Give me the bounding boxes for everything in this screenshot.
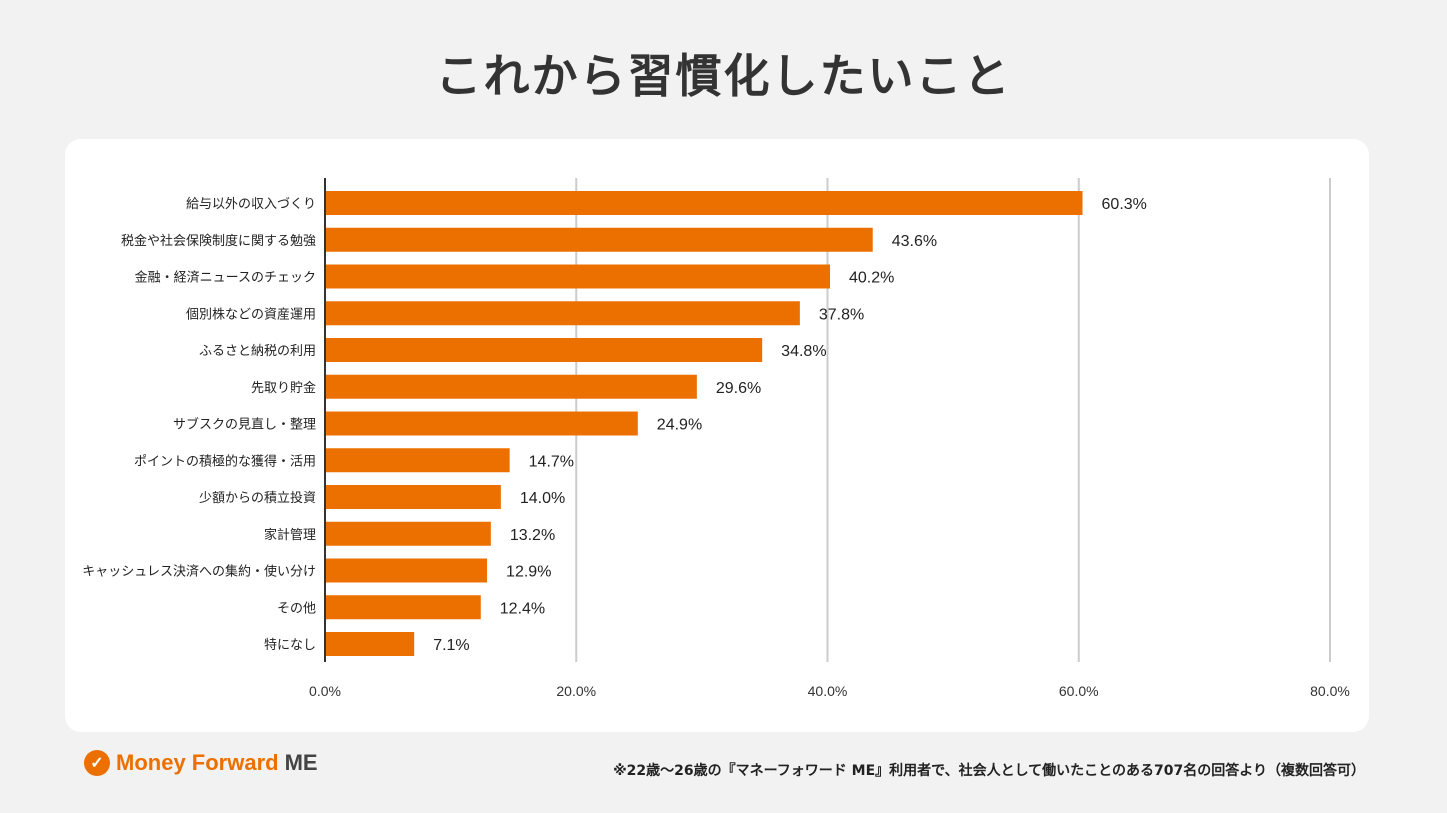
data-label: 13.2% (510, 527, 555, 544)
data-label: 34.8% (781, 343, 826, 360)
brand-logo: ✓ Money Forward ME (84, 750, 318, 776)
category-label: 給与以外の収入づくり (186, 197, 316, 212)
bar (325, 485, 501, 509)
category-label: 家計管理 (264, 527, 316, 543)
bar (325, 338, 763, 362)
category-label: ふるさと納税の利用 (199, 344, 316, 359)
logo-text: Money Forward (116, 750, 279, 775)
x-tick-label: 60.0% (1059, 683, 1099, 699)
data-label: 40.2% (849, 270, 894, 287)
money-forward-logo-icon: ✓ (84, 750, 110, 776)
bar (325, 521, 491, 546)
bar (325, 448, 510, 473)
data-label: 37.8% (819, 306, 864, 323)
data-label: 24.9% (657, 417, 702, 434)
bar (325, 301, 800, 326)
category-label: その他 (277, 601, 316, 616)
survey-note: ※22歳〜26歳の『マネーフォワード ME』利用者で、社会人として働いたことのあ… (613, 763, 1365, 779)
bar (325, 558, 488, 583)
category-label: ポイントの積極的な獲得・活用 (134, 453, 316, 469)
bar (325, 595, 481, 620)
category-label: 少額からの積立投資 (199, 490, 316, 506)
category-label: 先取り貯金 (251, 380, 316, 396)
page-title: これから習慣化したいこと (435, 49, 1012, 103)
bar (325, 411, 638, 436)
category-label: 個別株などの資産運用 (186, 306, 316, 322)
x-tick-label: 0.0% (309, 683, 341, 699)
category-label: サブスクの見直し・整理 (173, 417, 316, 433)
data-label: 7.1% (433, 637, 469, 654)
x-tick-label: 40.0% (808, 683, 848, 699)
data-label: 43.6% (892, 233, 937, 250)
bar (325, 227, 873, 252)
category-label: 特になし (264, 638, 316, 653)
bar (325, 374, 697, 399)
bar (325, 191, 1083, 215)
data-label: 29.6% (716, 380, 761, 397)
data-label: 12.4% (500, 600, 545, 617)
category-label: キャッシュレス決済への集約・使い分け (82, 564, 316, 580)
x-tick-label: 80.0% (1310, 683, 1350, 699)
x-tick-label: 20.0% (556, 683, 596, 699)
bar (325, 264, 831, 289)
category-label: 金融・経済ニュースのチェック (135, 270, 316, 286)
logo-suffix: ME (284, 750, 318, 775)
bar (325, 632, 415, 656)
data-label: 14.7% (529, 453, 574, 470)
data-label: 60.3% (1102, 196, 1147, 213)
data-label: 14.0% (520, 490, 565, 507)
data-label: 12.9% (506, 564, 551, 581)
category-label: 税金や社会保険制度に関する勉強 (121, 233, 316, 249)
